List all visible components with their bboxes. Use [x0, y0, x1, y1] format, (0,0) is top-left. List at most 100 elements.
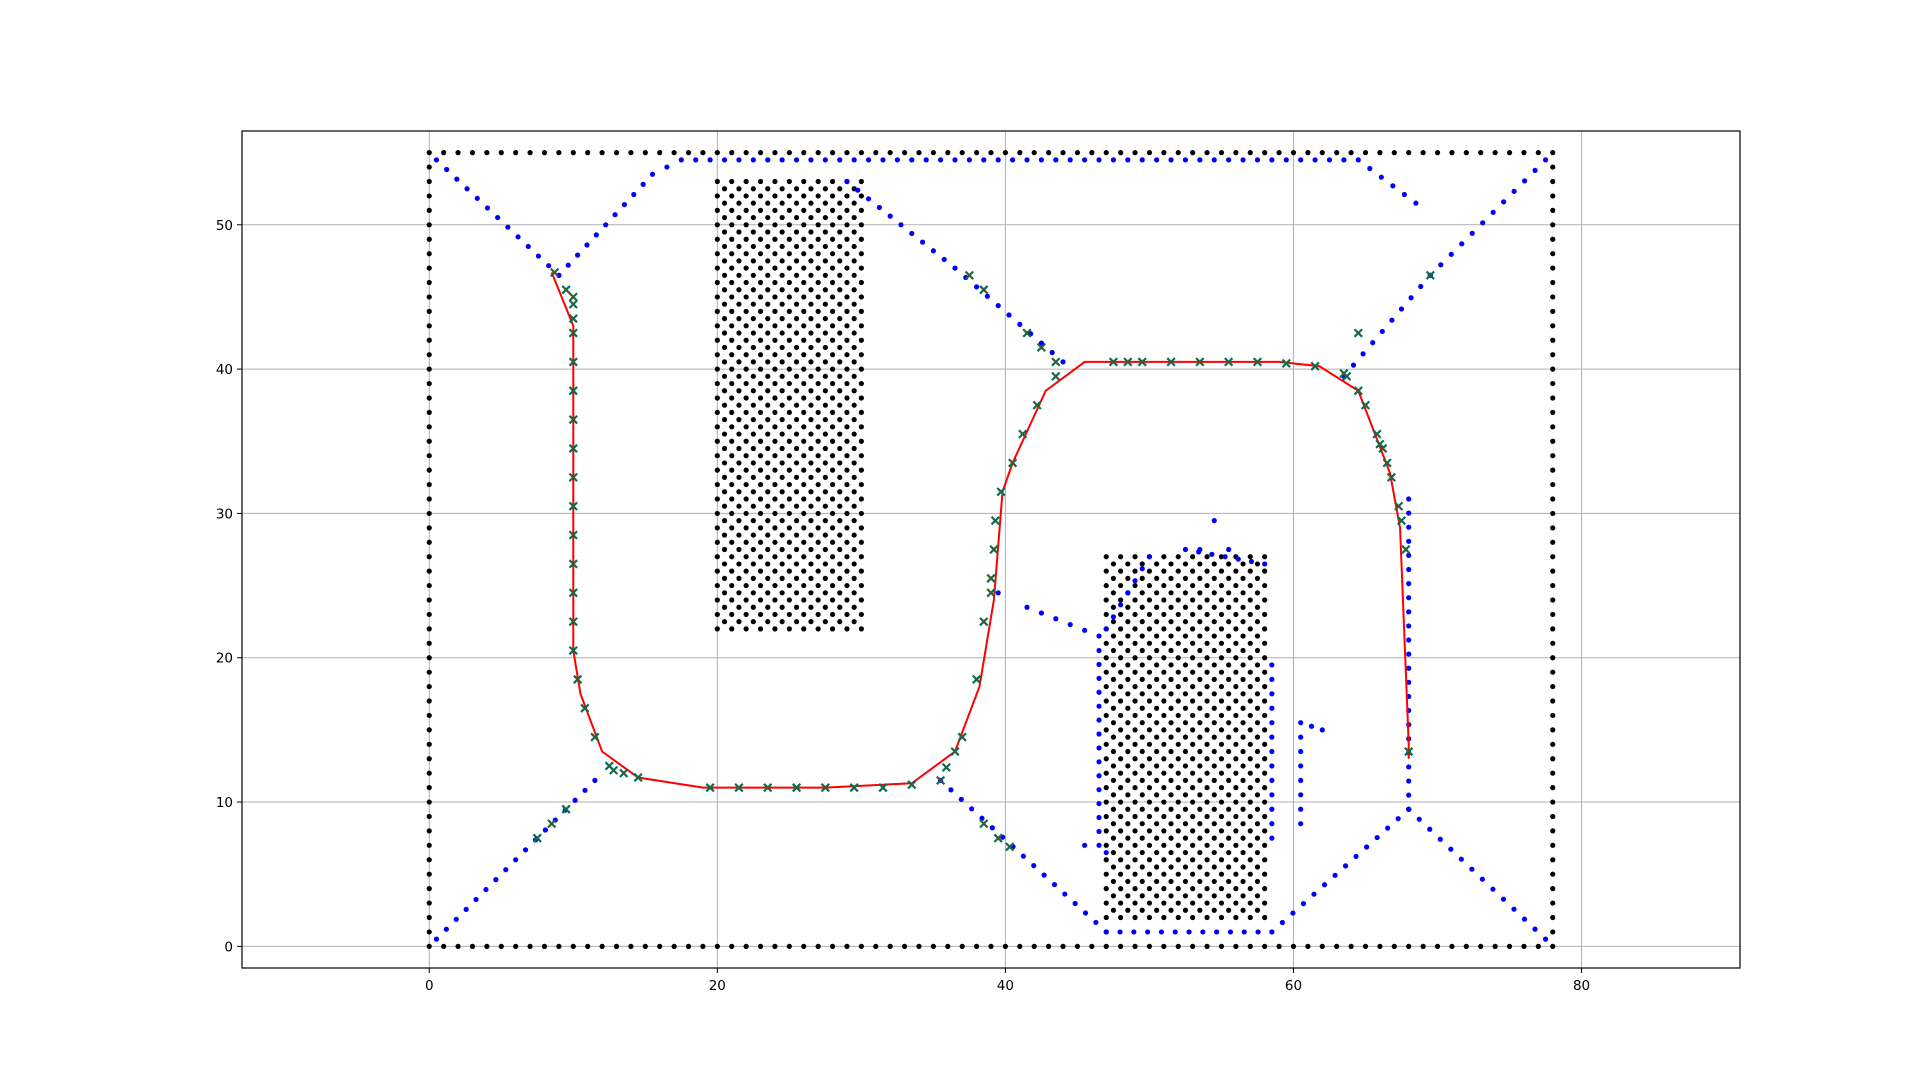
voronoi-point — [1406, 510, 1412, 516]
obstacle-point — [1139, 676, 1145, 682]
obstacle-point — [1254, 705, 1261, 711]
obstacle-point — [1103, 683, 1109, 690]
waypoint-marker — [979, 285, 989, 295]
obstacle-point — [729, 453, 735, 459]
obstacle-point — [736, 546, 742, 553]
obstacle-point — [1535, 943, 1541, 949]
y-tick-label: 20 — [216, 651, 233, 667]
obstacle-point — [1276, 943, 1282, 949]
obstacle-point — [772, 265, 778, 271]
obstacle-point — [1240, 907, 1246, 913]
obstacle-point — [1146, 150, 1153, 156]
voronoi-point — [1082, 627, 1088, 633]
obstacle-point — [1197, 662, 1203, 668]
obstacle-point — [1089, 943, 1095, 949]
voronoi-point — [1017, 321, 1023, 327]
obstacle-point — [1182, 676, 1189, 682]
obstacle-point — [426, 886, 432, 892]
obstacle-point — [822, 532, 828, 538]
obstacle-point — [779, 575, 785, 581]
voronoi-point — [1521, 916, 1528, 922]
voronoi-point — [1308, 723, 1315, 729]
obstacle-point — [829, 510, 836, 517]
obstacle-point — [714, 366, 720, 372]
waypoint-x-inner — [1038, 344, 1045, 351]
obstacle-point — [851, 546, 857, 553]
obstacle-point — [1334, 943, 1340, 949]
voronoi-point — [1406, 637, 1412, 643]
obstacle-point — [858, 582, 864, 589]
obstacle-point — [1247, 785, 1253, 791]
voronoi-point — [1269, 734, 1275, 740]
obstacle-point — [1197, 878, 1203, 885]
voronoi-point — [1103, 929, 1109, 935]
obstacle-point — [837, 489, 843, 495]
obstacle-point — [786, 496, 792, 502]
obstacle-point — [901, 150, 908, 156]
obstacle-point — [1118, 640, 1124, 646]
obstacle-point — [1218, 655, 1225, 661]
voronoi-point — [1096, 745, 1102, 751]
obstacle-point — [729, 251, 735, 257]
obstacle-point — [793, 575, 800, 581]
voronoi-point — [1389, 317, 1395, 323]
obstacle-point — [1550, 727, 1556, 733]
obstacle-point — [1118, 582, 1124, 589]
waypoint-marker — [972, 674, 982, 684]
voronoi-point — [1298, 157, 1304, 163]
obstacle-point — [721, 200, 728, 206]
voronoi-point — [1542, 936, 1549, 942]
obstacle-point — [765, 619, 771, 625]
obstacle-point — [757, 582, 764, 589]
obstacle-point — [1211, 835, 1217, 841]
obstacle-point — [498, 943, 504, 949]
waypoint-marker — [1281, 358, 1291, 368]
obstacle-point — [721, 619, 728, 625]
obstacle-point — [714, 626, 720, 632]
obstacle-point — [1218, 756, 1225, 762]
waypoint-x-inner — [548, 820, 555, 827]
obstacle-point — [779, 287, 785, 293]
obstacle-point — [498, 150, 504, 156]
obstacle-point — [1103, 943, 1109, 949]
obstacle-point — [750, 431, 756, 437]
waypoint-x-inner — [793, 784, 800, 791]
voronoi-point — [750, 157, 756, 163]
obstacle-point — [1377, 150, 1383, 156]
obstacle-point — [772, 481, 778, 488]
voronoi-point — [1024, 157, 1030, 163]
obstacle-point — [1125, 647, 1131, 654]
obstacle-point — [1319, 150, 1325, 156]
obstacle-point — [721, 330, 728, 336]
obstacle-point — [786, 582, 792, 589]
obstacle-point — [851, 532, 857, 538]
waypoint-marker — [878, 783, 888, 793]
obstacle-point — [793, 619, 800, 625]
voronoi-point — [1038, 157, 1045, 163]
obstacle-point — [1211, 763, 1217, 769]
obstacle-point — [1550, 914, 1556, 921]
waypoint-x-inner — [851, 784, 858, 791]
obstacle-point — [851, 431, 857, 437]
waypoint-marker — [1360, 400, 1371, 410]
obstacle-point — [1197, 575, 1203, 581]
obstacle-point — [815, 395, 821, 401]
voronoi-point — [1053, 157, 1059, 163]
obstacle-point — [779, 546, 785, 553]
obstacle-point — [1154, 806, 1160, 812]
voronoi-point — [1096, 814, 1102, 821]
obstacle-point — [808, 561, 814, 567]
obstacle-point — [786, 424, 792, 430]
voronoi-point — [572, 797, 578, 803]
obstacle-point — [793, 561, 800, 567]
obstacle-point — [1247, 770, 1253, 776]
obstacle-point — [1218, 683, 1225, 690]
obstacle-point — [1262, 582, 1268, 589]
obstacle-point — [829, 467, 836, 473]
obstacle-point — [441, 943, 447, 949]
obstacle-point — [1197, 835, 1203, 841]
obstacle-point — [1226, 763, 1232, 769]
obstacle-point — [1240, 748, 1246, 755]
obstacle-point — [1118, 698, 1124, 704]
